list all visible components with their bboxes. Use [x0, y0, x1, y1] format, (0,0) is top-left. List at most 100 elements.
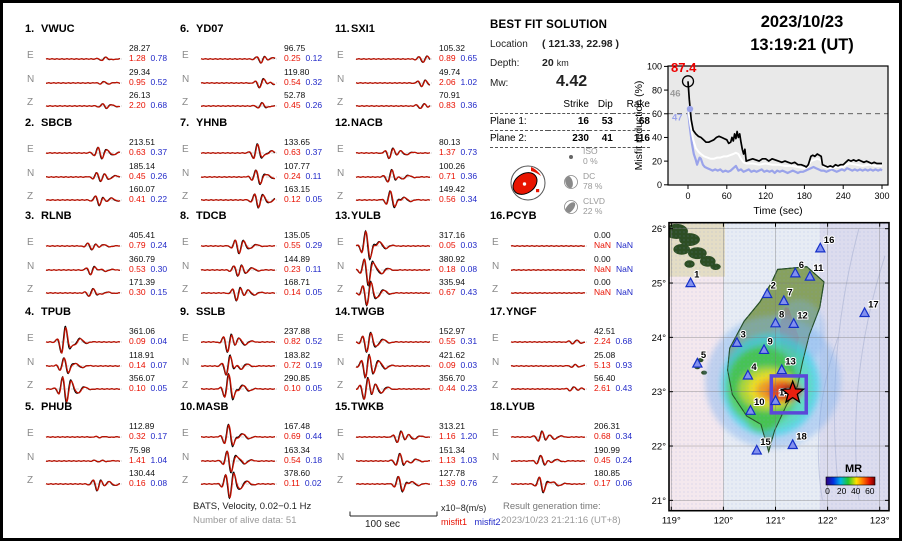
station-code: TDCB	[196, 210, 227, 222]
component-label: E	[337, 144, 344, 155]
waveform-plot	[45, 356, 122, 374]
component-row: E 405.41 0.79 0.24	[25, 230, 177, 255]
misfit1-value: 1.28	[129, 53, 146, 63]
count-gray-label: 46	[670, 89, 681, 100]
component-row: N 75.98 1.41 1.04	[25, 445, 177, 470]
misfit2-value: 0.06	[615, 478, 633, 489]
component-values: 0.00 NaN NaN	[594, 230, 642, 250]
misfit1-value: 0.53	[129, 263, 146, 274]
misfit2-value: 0.36	[460, 170, 478, 181]
station-number: 18.	[490, 401, 506, 413]
waveform-plot	[355, 331, 432, 353]
misfit2-value: 0.26	[150, 170, 168, 181]
station-number: 12.	[335, 117, 351, 129]
amplitude-value: 127.78	[439, 468, 465, 479]
component-label: E	[27, 428, 34, 439]
component-values: 380.92 0.18 0.08	[439, 254, 487, 274]
misfit1-value: 0.89	[439, 53, 456, 63]
station-code: LYUB	[506, 401, 535, 413]
amplitude-value: 105.32	[439, 43, 465, 53]
amplitude-value: 0.00	[594, 253, 611, 264]
station-code: TWKB	[351, 401, 384, 413]
misfit1-value: 0.25	[284, 53, 301, 63]
component-label: Z	[337, 475, 344, 487]
waveform-plot	[200, 353, 277, 376]
component-row: Z 127.78 1.39 0.76	[335, 468, 487, 494]
component-label: E	[182, 333, 189, 344]
map-station-number: 6	[799, 260, 804, 271]
station-number: 11.	[335, 23, 350, 35]
waveform-plot	[510, 476, 587, 494]
component-row: N 107.77 0.24 0.11	[180, 161, 332, 186]
component-values: 171.39 0.30 0.15	[129, 277, 177, 297]
amplitude-value: 52.78	[284, 90, 306, 101]
amplitude-value: 26.13	[129, 90, 151, 101]
misfit1-value: NaN	[594, 287, 612, 298]
map-station-marker: 2	[761, 279, 777, 299]
misfit1-value: 0.09	[129, 336, 146, 346]
misfit1-value: 0.82	[284, 336, 301, 346]
misfit2-value: 0.24	[615, 454, 633, 465]
svg-text:60: 60	[652, 109, 662, 119]
component-row: E 152.97 0.55 0.31	[335, 326, 487, 353]
misfit1-value: 0.55	[284, 240, 301, 250]
station-code: YHNB	[196, 117, 228, 129]
svg-text:Misfit reduction (%): Misfit reduction (%)	[633, 81, 645, 171]
component-row: Z 171.39 0.30 0.15	[25, 277, 177, 302]
misfit2-value: 0.44	[305, 431, 323, 441]
component-label: N	[182, 73, 190, 85]
component-values: 168.71 0.14 0.05	[284, 277, 332, 297]
svg-text:100: 100	[647, 62, 662, 72]
station-number: 1.	[25, 23, 35, 35]
component-values: 130.44 0.16 0.08	[129, 468, 177, 488]
iso-icon	[569, 155, 573, 159]
component-values: 163.34 0.54 0.18	[284, 445, 332, 465]
amplitude-value: 206.31	[594, 421, 620, 431]
component-label: E	[337, 428, 344, 439]
amplitude-value: 171.39	[129, 277, 155, 288]
waveform-plot	[510, 339, 587, 345]
component-row: Z 335.94 0.67 0.43	[335, 277, 487, 308]
component-values: 119.80 0.54 0.32	[284, 67, 332, 87]
solution-title: BEST FIT SOLUTION	[490, 19, 608, 31]
colorbar-title: MR	[845, 463, 862, 475]
misfit2-value: 0.93	[615, 359, 633, 370]
component-label: N	[337, 451, 345, 463]
misfit2-value: 0.29	[305, 240, 323, 250]
station-number: 10.	[180, 401, 196, 413]
misfit2-value: 0.22	[150, 194, 168, 205]
misfit2-value: 1.20	[460, 431, 478, 441]
component-values: 361.06 0.09 0.04	[129, 326, 177, 346]
decomposition-dc: DC 78 %	[563, 171, 653, 195]
waveform-plot	[45, 376, 122, 404]
waveform-plot	[45, 103, 122, 110]
amplitude-value: 0.00	[594, 277, 611, 288]
scalebar-label: 100 sec	[365, 519, 401, 530]
waveform-plot	[200, 77, 277, 89]
component-row: N 118.91 0.14 0.07	[25, 350, 177, 375]
alive-data-count: Number of alive data: 51	[193, 515, 297, 526]
waveform-plot	[45, 265, 122, 276]
svg-text:24°: 24°	[652, 333, 667, 344]
component-label: N	[182, 167, 190, 179]
component-label: N	[337, 167, 345, 179]
misfit1-value: 0.30	[129, 287, 146, 298]
station-code: SSLB	[196, 306, 226, 318]
component-row: N 421.62 0.09 0.03	[335, 350, 487, 379]
map-station-number: 16	[824, 235, 835, 246]
component-values: 96.75 0.25 0.12	[284, 43, 332, 63]
misfit2-value: 1.04	[150, 454, 168, 465]
component-row: N 119.80 0.54 0.32	[180, 67, 332, 92]
amplitude-value: 163.34	[284, 444, 310, 455]
misfit2-value: 1.03	[460, 454, 478, 465]
component-values: 317.16 0.05 0.03	[439, 230, 487, 250]
waveform-plot	[201, 102, 277, 109]
component-row: N 29.34 0.95 0.52	[25, 67, 177, 92]
component-row: Z 26.13 2.20 0.68	[25, 90, 177, 115]
component-label: E	[182, 50, 189, 61]
colorbar	[825, 476, 876, 486]
misfit2-value: 0.37	[150, 147, 168, 157]
amplitude-value: 70.91	[439, 90, 461, 101]
component-values: 378.60 0.11 0.02	[284, 468, 332, 488]
waveform-plot	[510, 363, 587, 368]
